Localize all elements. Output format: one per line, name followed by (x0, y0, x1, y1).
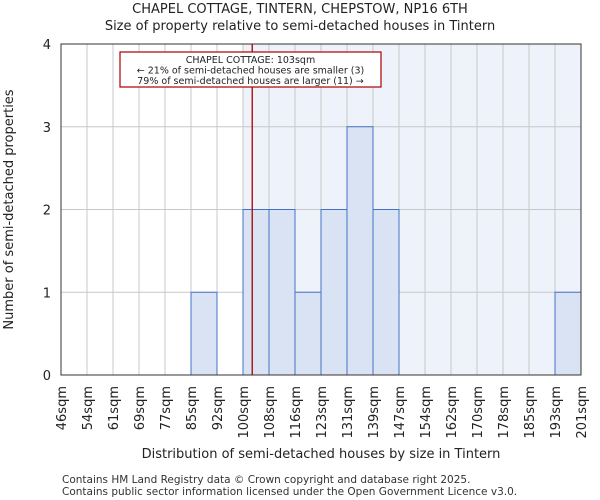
x-tick-label: 69sqm (133, 386, 148, 430)
x-tick-label: 46sqm (55, 386, 70, 430)
plot-frame (60, 43, 582, 376)
annotation-line: CHAPEL COTTAGE: 103sqm (186, 55, 315, 66)
x-tick-label: 201sqm (575, 386, 590, 439)
x-tick-label: 178sqm (497, 386, 512, 439)
x-tick-label: 61sqm (107, 386, 122, 430)
y-tick-label: 0 (43, 369, 51, 384)
x-tick-label: 54sqm (81, 386, 96, 430)
annotation-line: ← 21% of semi-detached houses are smalle… (137, 66, 365, 77)
chart-subtitle: Size of property relative to semi-detach… (104, 19, 496, 34)
annotation-line: 79% of semi-detached houses are larger (… (137, 76, 364, 87)
x-tick-label: 108sqm (263, 386, 278, 439)
histogram-bar (242, 209, 270, 376)
x-tick-label: 77sqm (159, 386, 174, 430)
annotation-box (119, 51, 382, 88)
histogram-bar (554, 291, 582, 376)
x-tick-label: 131sqm (341, 386, 356, 439)
histogram-bar (190, 291, 218, 376)
x-tick-label: 123sqm (315, 386, 330, 439)
footer-licence: Contains public sector information licen… (62, 486, 518, 498)
x-tick-label: 162sqm (445, 386, 460, 439)
x-tick-label: 100sqm (237, 386, 252, 439)
x-tick-label: 147sqm (393, 386, 408, 439)
x-tick-label: 170sqm (471, 386, 486, 439)
x-tick-label: 139sqm (367, 386, 382, 439)
histogram-bar (320, 209, 348, 376)
y-tick-label: 2 (43, 204, 51, 219)
x-tick-label: 185sqm (523, 386, 538, 439)
x-tick-label: 116sqm (289, 386, 304, 439)
x-tick-label: 92sqm (211, 386, 226, 430)
x-tick-label: 85sqm (185, 386, 200, 430)
x-axis-label: Distribution of semi-detached houses by … (142, 447, 501, 462)
y-axis-label: Number of semi-detached properties (2, 89, 17, 329)
y-tick-label: 4 (43, 38, 51, 53)
x-tick-label: 154sqm (419, 386, 434, 439)
histogram-bar (372, 209, 400, 376)
histogram-bar (294, 291, 322, 376)
x-tick-label: 193sqm (549, 386, 564, 439)
y-tick-label: 3 (43, 121, 51, 136)
histogram-bar (268, 209, 296, 376)
y-tick-label: 1 (43, 286, 51, 301)
footer-copyright: Contains HM Land Registry data © Crown c… (62, 474, 471, 486)
histogram-bar (346, 126, 374, 376)
chart-title: CHAPEL COTTAGE, TINTERN, CHEPSTOW, NP16 … (132, 2, 468, 17)
